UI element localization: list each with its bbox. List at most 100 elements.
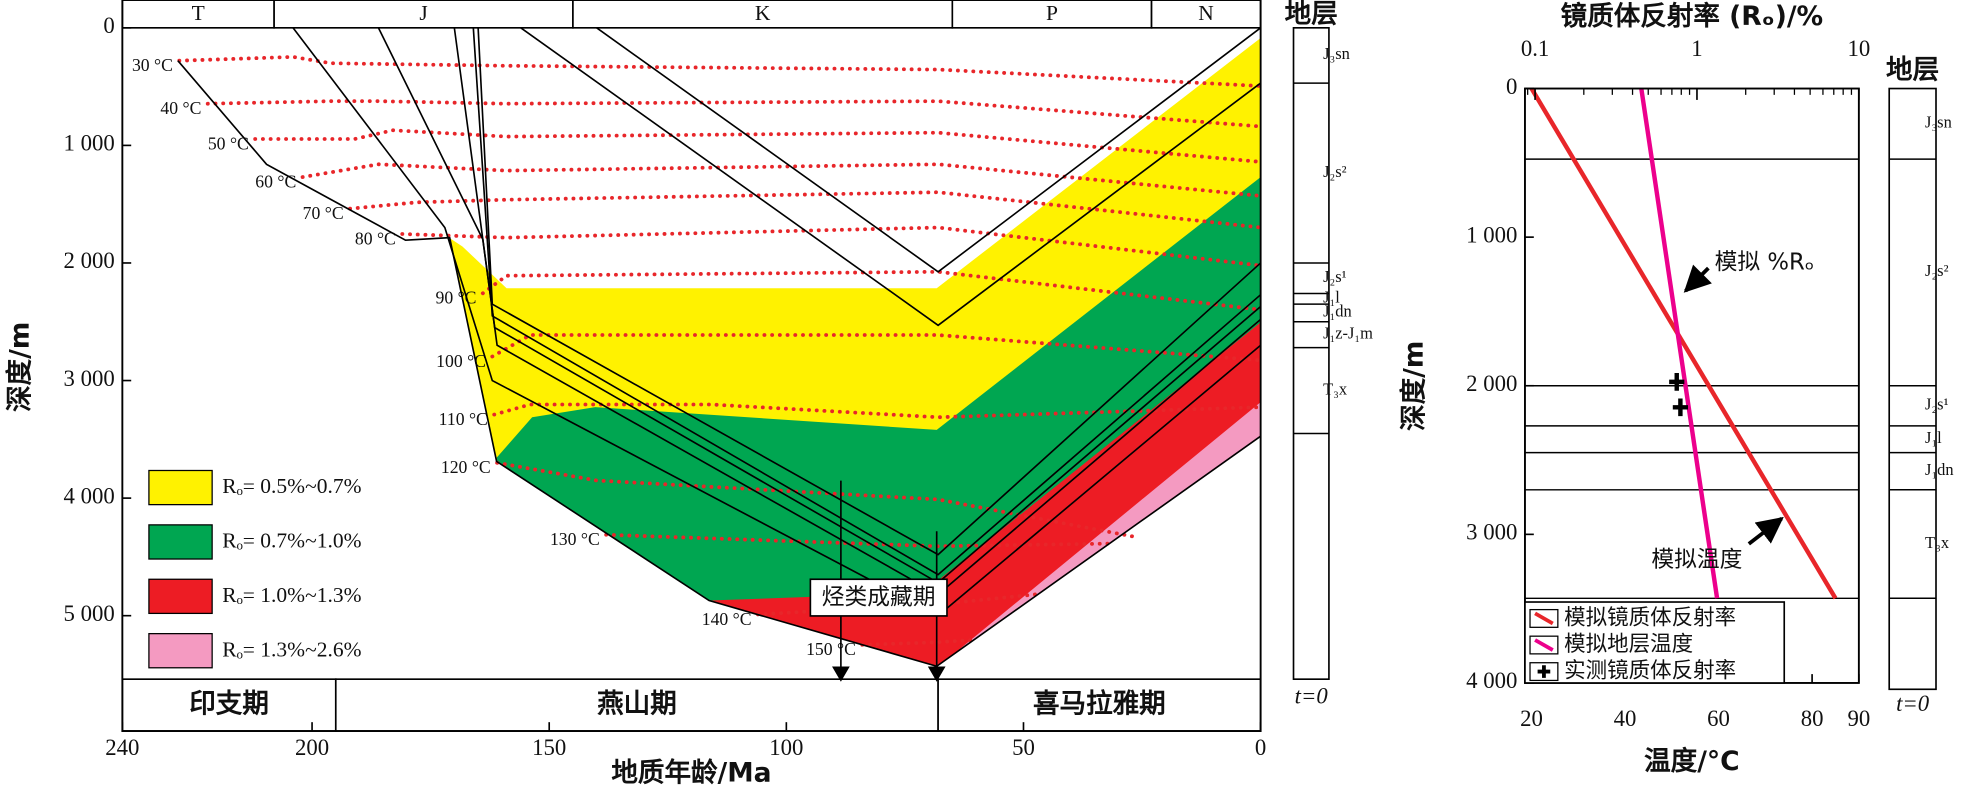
isotherm bbox=[253, 128, 1263, 164]
era-cell bbox=[937, 678, 1262, 732]
horizon-line bbox=[477, 27, 1262, 556]
unit-label: J₁dn bbox=[1925, 460, 1954, 479]
y-tick-label: 5 000 bbox=[64, 601, 115, 626]
x-tick-label: 50 bbox=[1012, 735, 1035, 760]
isotherm-label: 70 °C bbox=[303, 203, 344, 223]
isotherm bbox=[490, 333, 1263, 363]
legend-label: Rₒ= 0.7%~1.0% bbox=[222, 529, 361, 553]
x-tick-label: 40 bbox=[1614, 706, 1637, 731]
unit-label: J₂s² bbox=[1925, 261, 1949, 280]
axes-frame bbox=[121, 0, 1262, 732]
legend-box bbox=[1524, 601, 1786, 684]
legend-swatch bbox=[148, 469, 213, 506]
unit-label: J₁dn bbox=[1323, 302, 1352, 321]
period-cell bbox=[273, 0, 574, 29]
y-tick-label: 0 bbox=[1506, 74, 1517, 99]
annotation-arrow bbox=[1747, 516, 1784, 546]
legend-swatch bbox=[148, 524, 213, 560]
y-tick-label: 1 000 bbox=[1466, 222, 1517, 247]
x-tick-label: 20 bbox=[1520, 706, 1543, 731]
x-tick-label: 200 bbox=[295, 735, 329, 760]
era-cell bbox=[334, 678, 939, 732]
unit-label: J₁l bbox=[1925, 428, 1942, 447]
arrow-head bbox=[832, 666, 850, 682]
period-label: J bbox=[419, 1, 427, 25]
unit-label: J₃sn bbox=[1323, 44, 1350, 63]
horizon-line bbox=[292, 27, 1262, 617]
horizon-line bbox=[472, 27, 1262, 576]
measured-point bbox=[1669, 373, 1685, 391]
legend-label: 模拟镜质体反射率 bbox=[1564, 605, 1736, 630]
legend-icon bbox=[1534, 638, 1554, 652]
unit-label: T₃x bbox=[1323, 379, 1348, 398]
legend-swatch bbox=[148, 578, 213, 615]
isotherm bbox=[400, 225, 1263, 268]
y-tick-label: 0 bbox=[103, 13, 114, 38]
y-tick-label: 1 000 bbox=[64, 131, 115, 156]
legend-swatch bbox=[148, 633, 213, 669]
x-tick-label: 150 bbox=[532, 735, 566, 760]
strata-column bbox=[1888, 87, 1937, 691]
era-label: 印支期 bbox=[189, 689, 269, 720]
profile-curve bbox=[1639, 88, 1720, 599]
legend-label: Rₒ= 1.3%~2.6% bbox=[222, 637, 361, 661]
isotherm-label: 120 °C bbox=[441, 457, 491, 477]
x2-tick-label: 1 bbox=[1691, 36, 1702, 61]
horizon-line bbox=[453, 27, 1262, 584]
unit-label: J₁z-J₁m bbox=[1323, 323, 1373, 342]
legend-label: 实测镜质体反射率 bbox=[1564, 659, 1736, 684]
isotherm bbox=[480, 269, 1263, 312]
period-label: P bbox=[1046, 1, 1058, 25]
isotherm bbox=[860, 637, 978, 647]
unit-label: J₂s¹ bbox=[1323, 267, 1347, 286]
isotherm-label: 50 °C bbox=[208, 133, 249, 153]
isotherm bbox=[348, 190, 1263, 230]
x2-axis-title: 镜质体反射率 (Rₒ)/% bbox=[1561, 1, 1823, 32]
horizon-line bbox=[377, 27, 1262, 596]
unit-label: J₂s² bbox=[1323, 162, 1347, 181]
column-title: 地层 bbox=[1285, 0, 1338, 30]
isotherm-label: 100 °C bbox=[436, 351, 486, 371]
x-axis-title: 温度/°C bbox=[1644, 746, 1740, 777]
y-tick-label: 3 000 bbox=[64, 366, 115, 391]
strata-column bbox=[1292, 27, 1330, 680]
y-axis-title: 深度/m bbox=[5, 322, 36, 412]
y-tick-label: 2 000 bbox=[64, 248, 115, 273]
isotherm-label: 30 °C bbox=[132, 55, 173, 75]
legend-label: 模拟地层温度 bbox=[1564, 632, 1693, 657]
horizon-line bbox=[177, 60, 1262, 668]
legend-icon bbox=[1537, 665, 1551, 678]
annotation-arrow bbox=[1683, 264, 1712, 293]
y-tick-label: 3 000 bbox=[1466, 520, 1517, 545]
x-tick-label: 90 bbox=[1847, 706, 1870, 731]
period-cell bbox=[572, 0, 954, 29]
unit-label: J₃sn bbox=[1925, 113, 1952, 132]
isotherm-label: 40 °C bbox=[160, 98, 201, 118]
isotherm-label: 150 °C bbox=[806, 639, 856, 659]
era-label: 燕山期 bbox=[597, 689, 677, 720]
x-tick-label: 80 bbox=[1801, 706, 1824, 731]
isotherm-label: 130 °C bbox=[550, 529, 600, 549]
isotherm-label: 60 °C bbox=[255, 171, 296, 191]
column-footer: t=0 bbox=[1295, 683, 1329, 708]
horizon-line bbox=[520, 27, 1262, 327]
period-label: T bbox=[192, 1, 205, 25]
x2-tick-label: 10 bbox=[1847, 36, 1870, 61]
period-label: K bbox=[755, 1, 771, 25]
horizon-line bbox=[596, 27, 1262, 273]
period-cell bbox=[1150, 0, 1262, 29]
x-tick-label: 0 bbox=[1255, 735, 1266, 760]
column-title: 地层 bbox=[1886, 54, 1939, 85]
isotherm-label: 140 °C bbox=[702, 609, 752, 629]
x-tick-label: 100 bbox=[769, 735, 803, 760]
profile-curve bbox=[1529, 87, 1838, 600]
isotherm bbox=[604, 532, 1111, 549]
column-footer: t=0 bbox=[1896, 691, 1930, 716]
annotation-box bbox=[809, 578, 948, 617]
unit-label: J₂s¹ bbox=[1925, 395, 1949, 414]
x-tick-label: 240 bbox=[105, 735, 139, 760]
y-tick-label: 4 000 bbox=[64, 483, 115, 508]
y-tick-label: 2 000 bbox=[1466, 371, 1517, 396]
